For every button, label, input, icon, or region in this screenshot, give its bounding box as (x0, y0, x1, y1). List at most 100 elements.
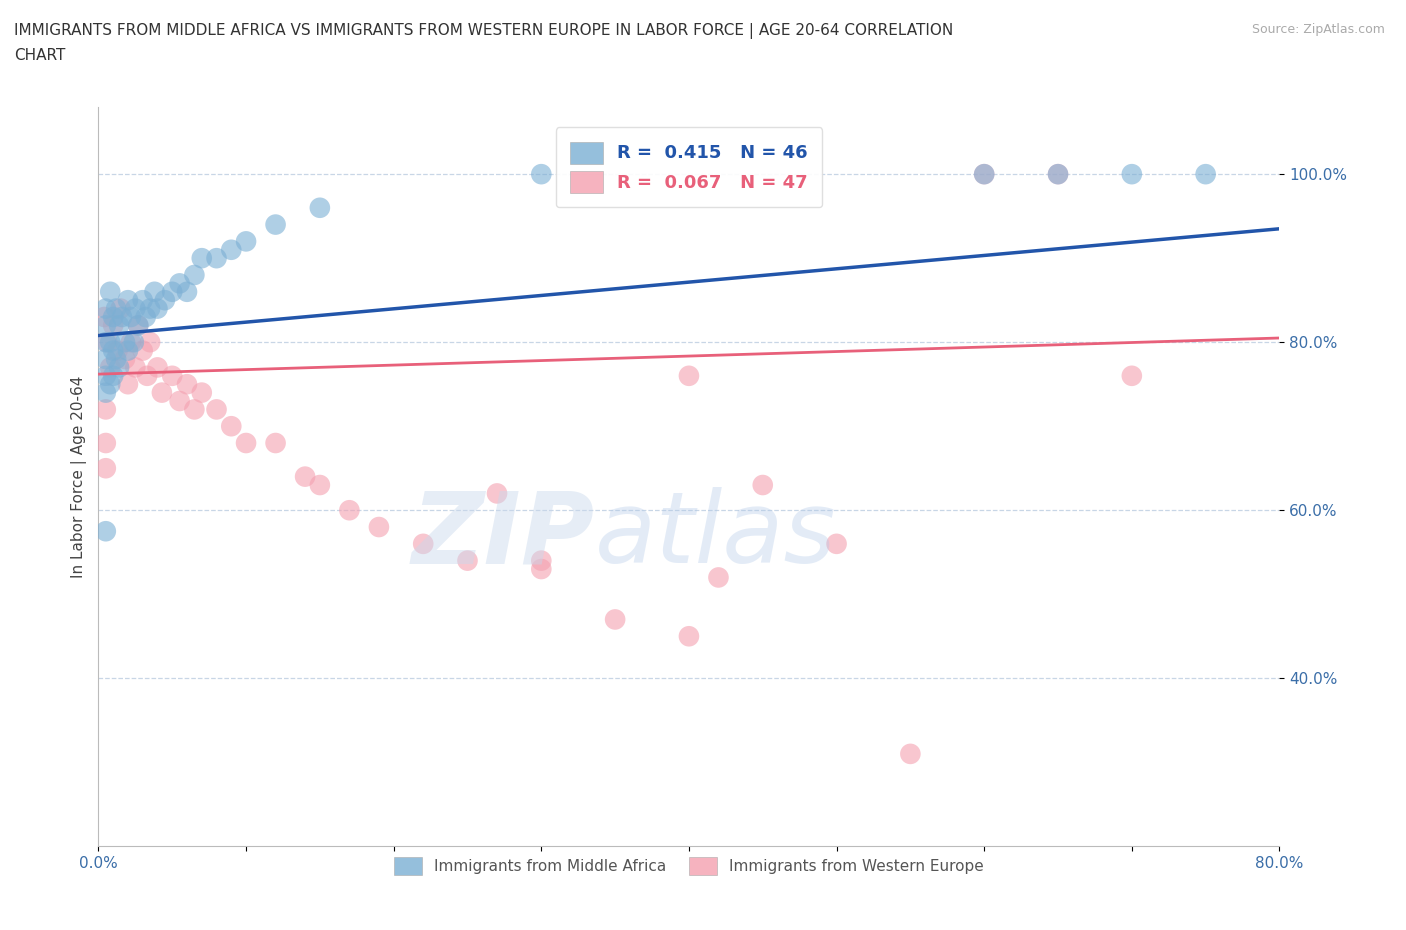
Point (150, 385, 173, 400)
Point (127, 318, 149, 333)
Point (707, 570, 730, 585)
Point (605, 612, 627, 627)
Point (93, 310, 115, 325)
Point (1121, 166, 1143, 181)
Point (162, 368, 183, 383)
Point (191, 385, 214, 400)
Point (124, 360, 146, 375)
Point (114, 335, 136, 350)
Point (98, 335, 121, 350)
Point (94, 435, 117, 450)
Point (221, 243, 243, 258)
Point (221, 418, 243, 433)
Text: CHART: CHART (14, 48, 66, 63)
Point (107, 343, 129, 358)
Point (111, 310, 134, 325)
Point (135, 310, 157, 325)
Text: ZIP: ZIP (412, 487, 595, 584)
Point (117, 343, 139, 358)
Point (94, 368, 117, 383)
Point (1046, 166, 1070, 181)
Point (139, 301, 162, 316)
Point (183, 268, 205, 283)
Point (235, 234, 257, 249)
Point (136, 368, 159, 383)
Point (117, 377, 139, 392)
Point (191, 251, 214, 266)
Text: IMMIGRANTS FROM MIDDLE AFRICA VS IMMIGRANTS FROM WESTERN EUROPE IN LABOR FORCE |: IMMIGRANTS FROM MIDDLE AFRICA VS IMMIGRA… (14, 23, 953, 39)
Legend: Immigrants from Middle Africa, Immigrants from Western Europe: Immigrants from Middle Africa, Immigrant… (387, 849, 991, 883)
Point (94, 402, 117, 417)
Point (105, 301, 128, 316)
Point (264, 217, 287, 232)
Point (1195, 166, 1218, 181)
Point (96, 335, 118, 350)
Point (339, 503, 361, 518)
Point (124, 301, 146, 316)
Point (94, 352, 117, 366)
Point (973, 166, 995, 181)
Point (309, 200, 332, 215)
Point (264, 435, 287, 450)
Point (105, 352, 128, 366)
Point (122, 335, 145, 350)
Point (117, 293, 139, 308)
Point (457, 553, 479, 568)
Point (94, 301, 117, 316)
Point (127, 318, 149, 333)
Point (169, 276, 191, 291)
Text: Source: ZipAtlas.com: Source: ZipAtlas.com (1251, 23, 1385, 36)
Text: atlas: atlas (595, 487, 837, 584)
Point (368, 520, 391, 535)
Point (146, 301, 169, 316)
Point (94, 318, 117, 333)
Point (162, 285, 183, 299)
Point (146, 360, 169, 375)
Point (205, 402, 228, 417)
Point (153, 293, 176, 308)
Point (120, 310, 142, 325)
Point (108, 318, 131, 333)
Point (114, 352, 136, 366)
Point (183, 402, 205, 417)
Point (110, 301, 132, 316)
Point (176, 377, 198, 392)
Point (98, 360, 121, 375)
Point (94, 385, 117, 400)
Point (98, 377, 121, 392)
Point (973, 166, 995, 181)
Point (1046, 166, 1070, 181)
Point (1121, 368, 1143, 383)
Point (530, 553, 553, 568)
Point (103, 310, 125, 325)
Point (205, 251, 228, 266)
Point (752, 478, 775, 493)
Y-axis label: In Labor Force | Age 20-64: In Labor Force | Age 20-64 (72, 376, 87, 578)
Point (94, 335, 117, 350)
Point (530, 562, 553, 577)
Point (98, 285, 121, 299)
Point (103, 343, 125, 358)
Point (94, 524, 117, 538)
Point (132, 293, 155, 308)
Point (486, 486, 509, 501)
Point (103, 368, 125, 383)
Point (235, 435, 257, 450)
Point (132, 343, 155, 358)
Point (530, 166, 553, 181)
Point (176, 285, 198, 299)
Point (309, 478, 332, 493)
Point (108, 360, 131, 375)
Point (678, 368, 700, 383)
Point (143, 285, 166, 299)
Point (103, 318, 125, 333)
Point (139, 335, 162, 350)
Point (900, 747, 922, 762)
Point (169, 393, 191, 408)
Point (825, 537, 848, 551)
Point (412, 537, 434, 551)
Point (294, 470, 316, 485)
Point (678, 629, 700, 644)
Point (120, 335, 142, 350)
Point (94, 460, 117, 475)
